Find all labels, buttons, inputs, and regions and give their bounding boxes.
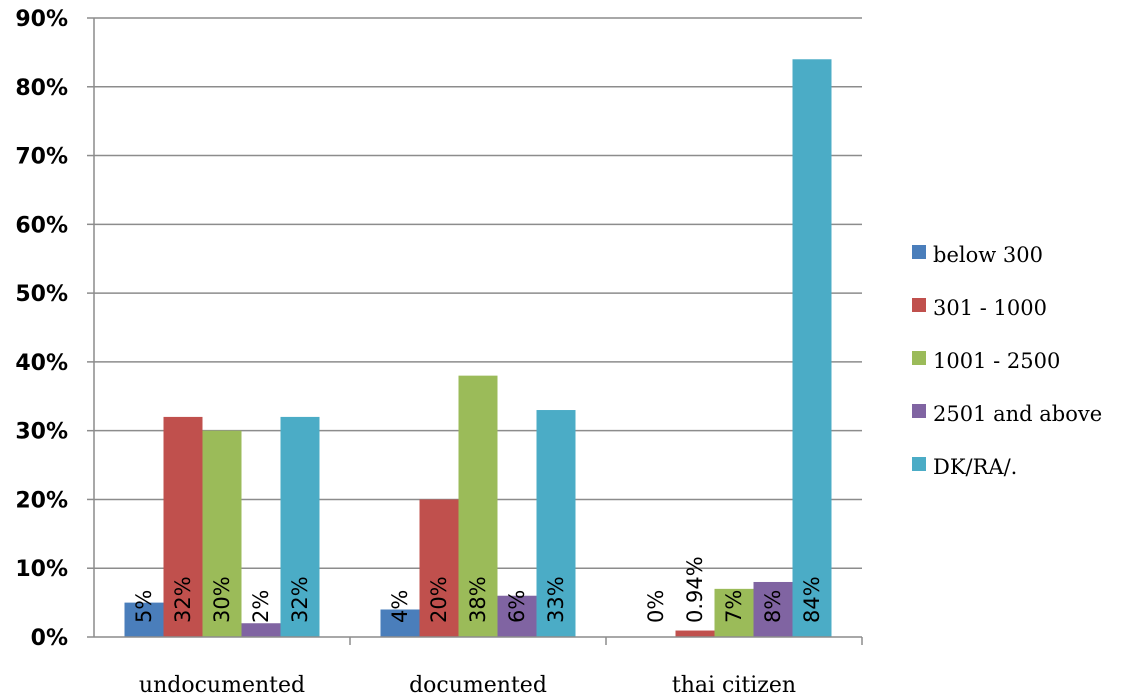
y-tick-label: 40%	[15, 351, 68, 376]
data-label: 33%	[544, 576, 568, 623]
data-label: 6%	[505, 590, 529, 623]
legend-label: 1001 - 2500	[933, 349, 1060, 373]
bar	[380, 609, 420, 637]
data-label: 7%	[722, 590, 746, 623]
data-label: 5%	[132, 590, 156, 623]
data-label: 38%	[466, 576, 490, 623]
legend-label: below 300	[933, 243, 1043, 267]
legend-label: 301 - 1000	[933, 296, 1047, 320]
legend-swatch	[912, 351, 926, 365]
data-label: 2%	[249, 590, 273, 623]
bar	[419, 499, 459, 637]
y-tick-label: 30%	[15, 420, 68, 445]
axes	[93, 18, 863, 645]
legend: below 300 301 - 1000 1001 - 2500 2501 and a…	[912, 243, 1102, 479]
legend-swatch	[912, 245, 926, 259]
y-tick-label: 60%	[15, 213, 68, 238]
bar	[497, 595, 537, 637]
bar	[714, 588, 754, 637]
legend-label: DK/RA/.	[933, 455, 1017, 479]
y-tick-label: 50%	[15, 282, 68, 307]
y-tick-label: 20%	[15, 488, 68, 513]
bar	[124, 602, 164, 637]
bar	[241, 623, 281, 637]
bar	[458, 375, 498, 637]
data-label: 32%	[171, 576, 195, 623]
bar	[753, 581, 793, 637]
y-tick-label: 10%	[15, 557, 68, 582]
bar	[792, 59, 832, 638]
bar	[163, 416, 203, 637]
legend-label: 2501 and above	[933, 402, 1102, 426]
y-tick-label: 90%	[15, 7, 68, 32]
data-label: 0%	[644, 590, 668, 623]
category-label: documented	[409, 673, 547, 698]
legend-swatch	[912, 404, 926, 418]
y-tick-label: 0%	[31, 626, 68, 651]
data-label: 0.94%	[683, 556, 707, 623]
y-tick-labels: 0% 10% 20% 30% 40% 50% 60% 70% 80% 90%	[15, 7, 68, 651]
category-label: thai citizen	[672, 673, 796, 698]
bar	[202, 430, 242, 637]
data-label: 30%	[210, 576, 234, 623]
data-label: 20%	[427, 576, 451, 623]
data-label: 84%	[800, 576, 824, 623]
y-tick-label: 70%	[15, 145, 68, 170]
category-label: undocumented	[139, 673, 305, 698]
category-labels: undocumented documented thai citizen	[139, 673, 796, 698]
bar	[536, 410, 576, 637]
y-tick-label: 80%	[15, 76, 68, 101]
legend-swatch	[912, 457, 926, 471]
data-label: 8%	[761, 590, 785, 623]
bar	[280, 416, 320, 637]
data-labels: 5% 32% 30% 2% 32% 4% 20% 38% 6% 33% 0% 0.94% 7% 8% 84%	[132, 556, 824, 623]
bars	[124, 59, 832, 638]
legend-swatch	[912, 298, 926, 312]
bar	[675, 630, 715, 637]
data-label: 32%	[288, 576, 312, 623]
data-label: 4%	[388, 590, 412, 623]
